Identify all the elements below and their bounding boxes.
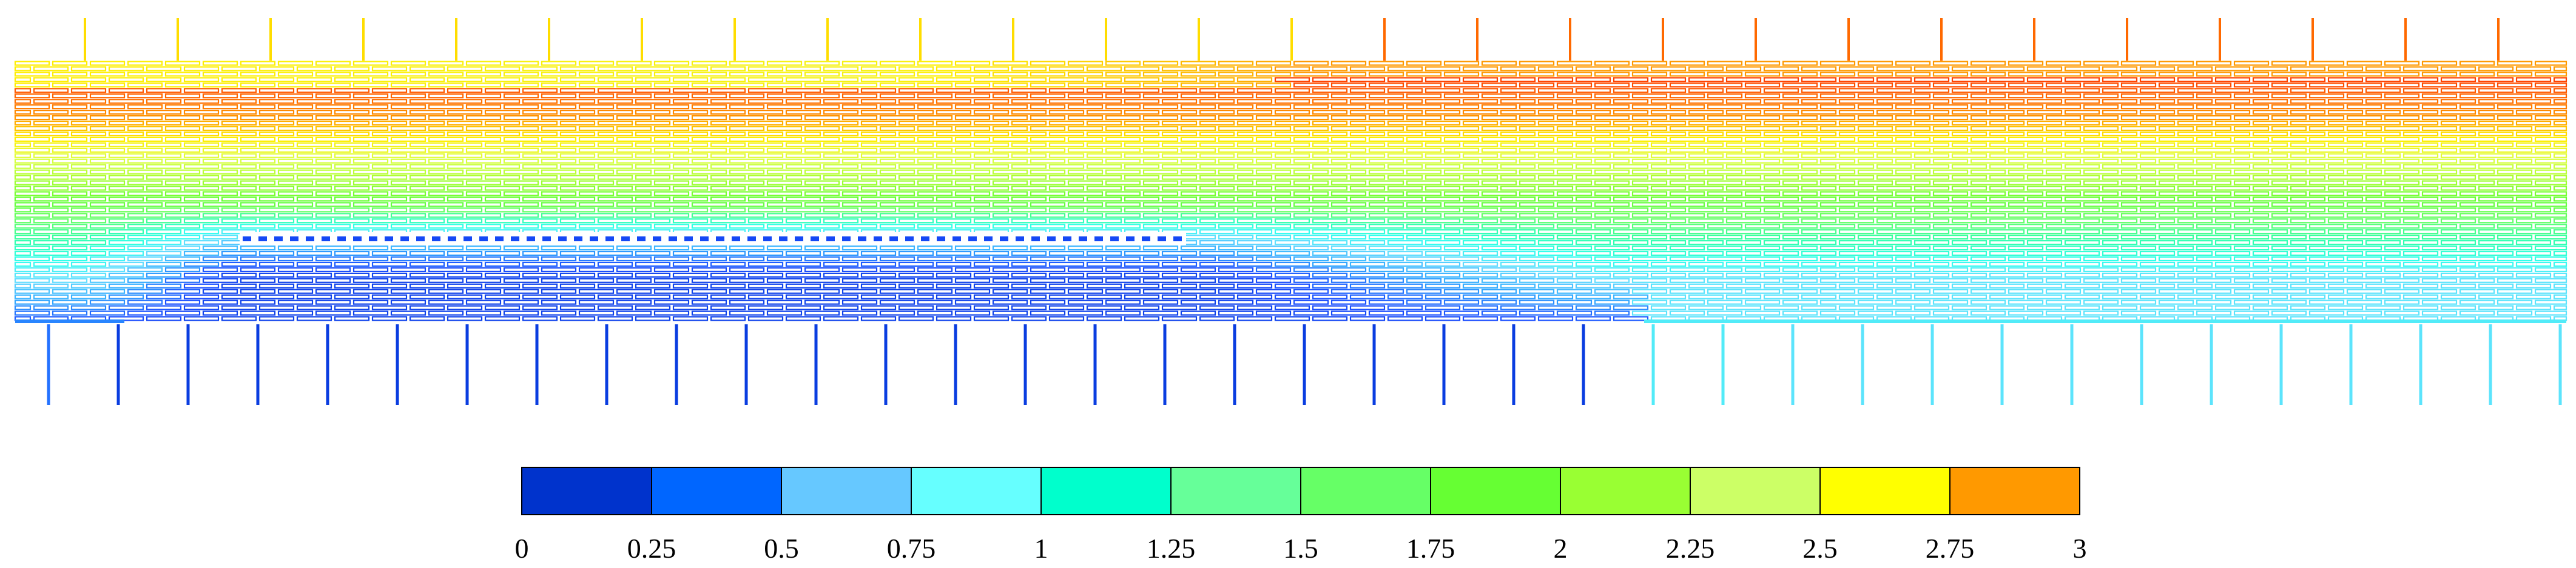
brick-row — [14, 125, 2568, 132]
brick-row — [14, 131, 2568, 137]
brick-row — [14, 278, 2568, 283]
brick-row — [14, 256, 2568, 262]
brick-row — [14, 120, 2568, 126]
brick-row — [14, 142, 2568, 147]
brick-row — [14, 261, 2568, 267]
brick-row — [14, 153, 2568, 158]
colorbar-tick-label: 3 — [2073, 533, 2087, 564]
brick-row — [14, 88, 2568, 93]
colorbar-tick-label: 2.75 — [1926, 533, 1975, 564]
colorbar-tick-label: 2.25 — [1666, 533, 1715, 564]
brick-row — [14, 196, 2568, 202]
brick-row — [14, 267, 2568, 272]
colorbar-tick-label: 2.5 — [1802, 533, 1838, 564]
brick-row — [14, 310, 2568, 316]
colorbar-cells — [521, 467, 2080, 515]
contour-field-diagram — [14, 18, 2568, 405]
brick-row — [14, 158, 2568, 164]
embedded-slab — [240, 232, 1186, 246]
brick-row — [14, 213, 2568, 218]
brick-row — [14, 224, 2568, 229]
colorbar-cell — [1430, 467, 1561, 515]
colorbar-tick-label: 0.25 — [627, 533, 676, 564]
brick-row — [14, 218, 2568, 224]
brick-row — [14, 202, 2568, 207]
colorbar-cell — [1170, 467, 1301, 515]
colorbar-tick-label: 1 — [1034, 533, 1048, 564]
colorbar-tick-label: 1.5 — [1283, 533, 1318, 564]
colorbar-cell — [1300, 467, 1431, 515]
brick-row — [14, 110, 2568, 115]
brick-row — [14, 316, 2568, 321]
brick-row — [14, 82, 2568, 88]
brick-row — [14, 229, 2568, 235]
brick-row — [14, 272, 2568, 278]
colorbar-cell — [651, 467, 782, 515]
colorbar-cell — [1690, 467, 1821, 515]
brick-row — [14, 289, 2568, 294]
brick-row — [14, 66, 2568, 72]
brick-row — [14, 299, 2568, 305]
brick-row — [14, 164, 2568, 169]
brick-row — [14, 250, 2568, 256]
colorbar-tick-label: 0.5 — [764, 533, 799, 564]
brick-row — [14, 77, 2568, 82]
colorbar-tick-label: 0 — [515, 533, 529, 564]
brick-row — [14, 147, 2568, 153]
colorbar-tick-label: 0.75 — [887, 533, 936, 564]
colorbar-tick-label: 1.25 — [1147, 533, 1196, 564]
brick-row — [14, 180, 2568, 185]
colorbar-cell — [1560, 467, 1691, 515]
brick-row — [14, 191, 2568, 196]
brick-row — [14, 61, 2568, 66]
colorbar-cell — [1040, 467, 1172, 515]
colorbar-tick-labels: 0 0.25 0.5 0.75 1 1.25 1.5 1.75 2 2.25 2.5 2.75 3 — [515, 533, 2087, 564]
brick-row — [14, 99, 2568, 104]
colorbar-cell — [781, 467, 912, 515]
colorbar-cell — [911, 467, 1042, 515]
brick-row — [14, 305, 2568, 310]
colorbar-cell — [521, 467, 652, 515]
brick-row — [14, 207, 2568, 213]
brick-row — [14, 294, 2568, 299]
brick-row — [14, 175, 2568, 180]
brick-row — [14, 136, 2568, 142]
colorbar-cell — [1949, 467, 2080, 515]
top-vertical-posts — [84, 18, 2500, 61]
brick-row — [14, 283, 2568, 289]
colorbar-tick-label: 1.75 — [1406, 533, 1455, 564]
brick-row — [14, 72, 2568, 77]
colorbar-tick-label: 2 — [1554, 533, 1568, 564]
colorbar-cell — [1819, 467, 1951, 515]
brick-row — [14, 93, 2568, 99]
brick-row — [14, 245, 2568, 251]
brick-row — [14, 115, 2568, 121]
brick-row — [14, 104, 2568, 110]
brick-row — [14, 185, 2568, 191]
bottom-vertical-piles — [15, 319, 2566, 405]
brick-row — [14, 169, 2568, 175]
